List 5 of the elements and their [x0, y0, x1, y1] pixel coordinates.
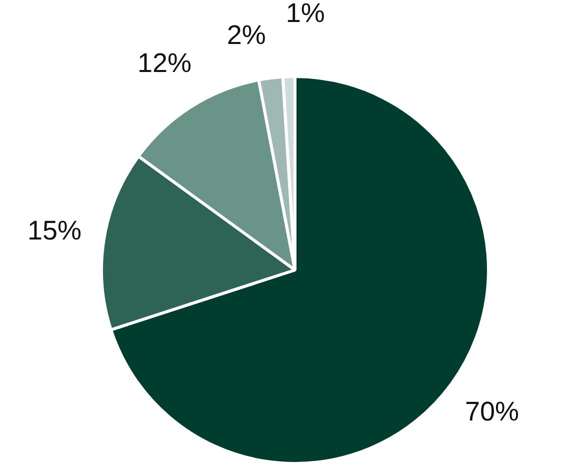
data-label: 2% [226, 20, 266, 50]
data-label: 1% [286, 0, 325, 28]
data-label: 12% [138, 48, 192, 78]
data-label: 15% [27, 215, 82, 246]
data-label: 70% [464, 396, 520, 427]
